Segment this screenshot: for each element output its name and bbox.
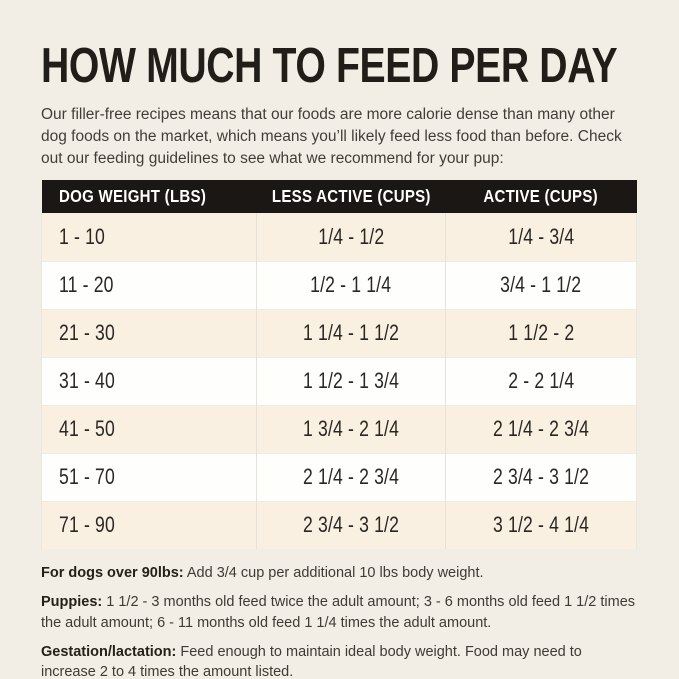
cell-less-active: 1 1/4 - 1 1/2 xyxy=(256,308,446,357)
cell-active: 2 - 2 1/4 xyxy=(445,356,637,405)
table-row: 41 - 50 1 3/4 - 2 1/4 2 1/4 - 2 3/4 xyxy=(41,404,637,453)
feeding-table: DOG WEIGHT (LBS) LESS ACTIVE (CUPS) ACTI… xyxy=(41,180,637,549)
table-row: 1 - 10 1/4 - 1/2 1/4 - 3/4 xyxy=(41,213,637,261)
note-puppies: Puppies: 1 1/2 - 3 months old feed twice… xyxy=(41,592,638,633)
cell-active: 3/4 - 1 1/2 xyxy=(445,260,637,309)
table-row: 71 - 90 2 3/4 - 3 1/2 3 1/2 - 4 1/4 xyxy=(41,500,637,549)
cell-weight: 71 - 90 xyxy=(41,500,257,549)
cell-active: 1 1/2 - 2 xyxy=(445,308,637,357)
column-header-dog-weight: DOG WEIGHT (LBS) xyxy=(58,186,206,206)
note-text: Add 3/4 cup per additional 10 lbs body w… xyxy=(186,565,484,581)
cell-active: 2 1/4 - 2 3/4 xyxy=(445,404,637,453)
cell-less-active: 1 3/4 - 2 1/4 xyxy=(256,404,446,453)
note-label: For dogs over 90lbs: xyxy=(41,565,184,581)
cell-weight: 11 - 20 xyxy=(41,260,257,309)
table-row: 21 - 30 1 1/4 - 1 1/2 1 1/2 - 2 xyxy=(41,308,637,357)
table-header-row: DOG WEIGHT (LBS) LESS ACTIVE (CUPS) ACTI… xyxy=(41,180,637,213)
cell-weight: 31 - 40 xyxy=(41,356,257,405)
table-row: 51 - 70 2 1/4 - 2 3/4 2 3/4 - 3 1/2 xyxy=(41,452,637,501)
note-text: Feed enough to maintain ideal body weigh… xyxy=(41,643,582,679)
note-label: Puppies: xyxy=(41,594,103,611)
cell-less-active: 1/4 - 1/2 xyxy=(256,213,446,261)
cell-weight: 51 - 70 xyxy=(41,452,257,501)
note-label: Gestation/lactation: xyxy=(41,643,177,660)
cell-weight: 21 - 30 xyxy=(41,308,257,357)
cell-weight: 41 - 50 xyxy=(41,404,257,453)
table-row: 31 - 40 1 1/2 - 1 3/4 2 - 2 1/4 xyxy=(41,356,637,405)
column-header-less-active: LESS ACTIVE (CUPS) xyxy=(271,186,431,206)
note-over-90lbs: For dogs over 90lbs: Add 3/4 cup per add… xyxy=(41,563,638,583)
cell-active: 1/4 - 3/4 xyxy=(445,213,637,261)
note-text: 1 1/2 - 3 months old feed twice the adul… xyxy=(41,594,636,631)
cell-active: 3 1/2 - 4 1/4 xyxy=(445,500,637,549)
cell-weight: 1 - 10 xyxy=(41,213,257,261)
intro-text: Our filler-free recipes means that our f… xyxy=(41,106,622,167)
cell-less-active: 1/2 - 1 1/4 xyxy=(256,260,446,309)
cell-active: 2 3/4 - 3 1/2 xyxy=(445,452,637,501)
table-row: 11 - 20 1/2 - 1 1/4 3/4 - 1 1/2 xyxy=(41,260,637,309)
note-gestation: Gestation/lactation: Feed enough to main… xyxy=(41,642,638,679)
feeding-table-body: 1 - 10 1/4 - 1/2 1/4 - 3/4 11 - 20 1/2 -… xyxy=(41,213,637,549)
cell-less-active: 2 3/4 - 3 1/2 xyxy=(256,500,446,549)
footnotes: For dogs over 90lbs: Add 3/4 cup per add… xyxy=(41,563,638,679)
column-header-active: ACTIVE (CUPS) xyxy=(483,186,599,206)
cell-less-active: 2 1/4 - 2 3/4 xyxy=(256,452,446,501)
page-title: HOW MUCH TO FEED PER DAY xyxy=(41,39,618,93)
cell-less-active: 1 1/2 - 1 3/4 xyxy=(256,356,446,405)
